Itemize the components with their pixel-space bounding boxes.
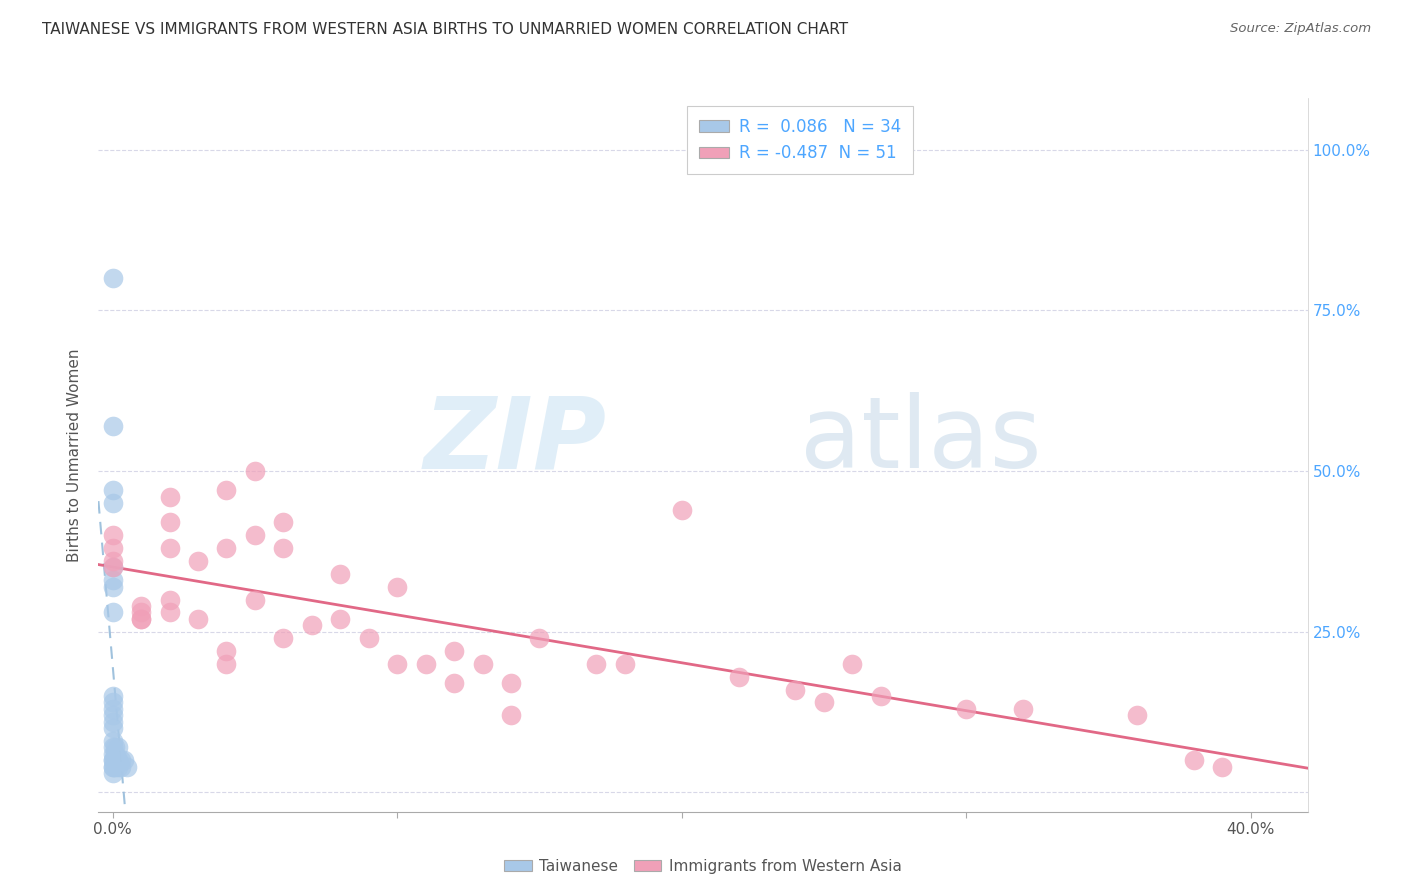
Point [499, 676, 522, 690]
Point [107, 753, 129, 767]
Point [159, 516, 181, 530]
Point [329, 612, 352, 626]
Point [329, 566, 352, 581]
Text: Source: ZipAtlas.com: Source: ZipAtlas.com [1230, 22, 1371, 36]
Point [101, 541, 124, 556]
Point [104, 747, 127, 761]
Point [585, 657, 607, 671]
Point [110, 760, 132, 774]
Point [215, 657, 238, 671]
Text: ZIP: ZIP [423, 392, 606, 489]
Point [159, 490, 181, 504]
Point [813, 695, 835, 709]
Point [101, 721, 124, 735]
Point [243, 528, 266, 542]
Point [101, 753, 124, 767]
Point [613, 657, 636, 671]
Point [101, 753, 124, 767]
Point [110, 753, 132, 767]
Point [671, 502, 693, 516]
Point [301, 618, 323, 632]
Point [101, 760, 124, 774]
Point [101, 740, 124, 755]
Y-axis label: Births to Unmarried Women: Births to Unmarried Women [67, 348, 83, 562]
Point [101, 766, 124, 780]
Point [841, 657, 863, 671]
Point [785, 682, 807, 697]
Point [101, 483, 124, 498]
Point [159, 541, 181, 556]
Point [1012, 702, 1035, 716]
Point [215, 483, 238, 498]
Point [101, 560, 124, 574]
Point [104, 753, 127, 767]
Point [107, 753, 129, 767]
Point [499, 708, 522, 723]
Point [101, 734, 124, 748]
Point [101, 574, 124, 588]
Text: atlas: atlas [800, 392, 1042, 489]
Point [215, 541, 238, 556]
Point [273, 631, 295, 645]
Point [101, 419, 124, 434]
Point [187, 612, 209, 626]
Point [529, 631, 551, 645]
Point [101, 560, 124, 574]
Point [129, 612, 152, 626]
Point [1211, 760, 1233, 774]
Point [101, 496, 124, 510]
Point [101, 689, 124, 703]
Point [385, 580, 408, 594]
Point [955, 702, 977, 716]
Point [471, 657, 494, 671]
Point [1182, 753, 1205, 767]
Point [101, 528, 124, 542]
Point [1126, 708, 1149, 723]
Point [101, 708, 124, 723]
Point [101, 271, 124, 285]
Point [129, 599, 152, 613]
Point [115, 760, 138, 774]
Point [129, 606, 152, 620]
Point [385, 657, 408, 671]
Point [187, 554, 209, 568]
Point [101, 695, 124, 709]
Point [104, 760, 127, 774]
Legend: R =  0.086   N = 34, R = -0.487  N = 51: R = 0.086 N = 34, R = -0.487 N = 51 [688, 106, 912, 174]
Point [443, 676, 465, 690]
Point [129, 612, 152, 626]
Point [357, 631, 380, 645]
Point [273, 541, 295, 556]
Point [101, 702, 124, 716]
Point [159, 606, 181, 620]
Point [101, 714, 124, 729]
Point [243, 592, 266, 607]
Text: TAIWANESE VS IMMIGRANTS FROM WESTERN ASIA BIRTHS TO UNMARRIED WOMEN CORRELATION : TAIWANESE VS IMMIGRANTS FROM WESTERN ASI… [42, 22, 848, 37]
Point [101, 606, 124, 620]
Legend: Taiwanese, Immigrants from Western Asia: Taiwanese, Immigrants from Western Asia [498, 853, 908, 880]
Point [443, 644, 465, 658]
Point [869, 689, 891, 703]
Point [107, 760, 129, 774]
Point [415, 657, 437, 671]
Point [112, 753, 135, 767]
Point [101, 580, 124, 594]
Point [159, 592, 181, 607]
Point [727, 670, 749, 684]
Point [101, 554, 124, 568]
Point [243, 464, 266, 478]
Point [101, 760, 124, 774]
Point [215, 644, 238, 658]
Point [107, 740, 129, 755]
Point [101, 747, 124, 761]
Point [273, 516, 295, 530]
Point [104, 740, 127, 755]
